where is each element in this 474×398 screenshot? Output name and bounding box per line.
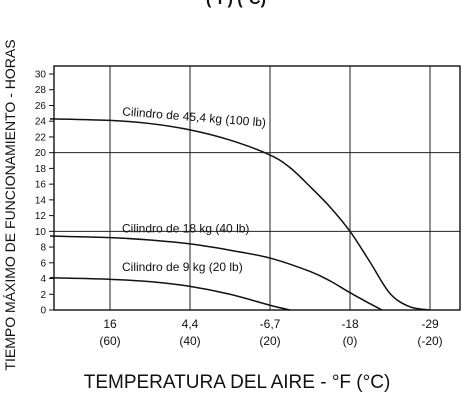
- y-tick-label: 4: [40, 274, 46, 285]
- y-tick-label: 14: [35, 195, 47, 206]
- series-curve: [49, 235, 383, 311]
- x-tick-label-fahrenheit: (20): [259, 334, 280, 348]
- x-tick-label-fahrenheit: (-20): [417, 334, 442, 348]
- x-tick-label-celsius: -6,7: [260, 317, 281, 331]
- chart-series: [49, 118, 431, 311]
- x-tick-label-celsius: -18: [341, 317, 359, 331]
- x-tick-label-fahrenheit: (0): [343, 334, 358, 348]
- x-tick-label-fahrenheit: (60): [99, 334, 120, 348]
- chart-title-fragment: (°F) (°C): [206, 0, 266, 8]
- y-tick-label: 22: [35, 132, 47, 143]
- y-tick-label: 16: [35, 180, 47, 191]
- chart-grid: [54, 66, 460, 310]
- x-tick-label-celsius: 4,4: [182, 317, 199, 331]
- y-tick-label: 8: [40, 243, 46, 254]
- y-tick-label: 18: [35, 164, 47, 175]
- y-tick-label: 12: [35, 211, 47, 222]
- x-tick-label-fahrenheit: (40): [179, 334, 200, 348]
- y-tick-label: 6: [40, 258, 46, 269]
- y-tick-label: 20: [35, 148, 47, 159]
- series-label: Cilindro de 18 kg (40 lb): [122, 221, 249, 235]
- x-tick-label-celsius: 16: [103, 317, 117, 331]
- x-axis-label: TEMPERATURA DEL AIRE - °F (°C): [84, 372, 391, 393]
- x-tick-label-celsius: -29: [421, 317, 439, 331]
- series-label: Cilindro de 9 kg (20 lb): [122, 260, 243, 274]
- y-tick-label: 26: [35, 101, 47, 112]
- y-tick-label: 24: [35, 117, 47, 128]
- y-tick-label: 30: [35, 70, 47, 81]
- x-axis-ticks: 16 (60) 4,4 (40) -6,7 (20) -18 (0) -29 (-20): [99, 317, 442, 348]
- series-curve: [49, 118, 431, 311]
- y-axis-label: TIEMPO MÁXIMO DE FUNCIONAMIENTO - HORAS: [2, 39, 18, 370]
- plot-frame: [53, 65, 461, 311]
- y-tick-label: 0: [40, 306, 46, 317]
- y-tick-label: 28: [35, 85, 47, 96]
- y-tick-label: 2: [40, 290, 46, 301]
- series-curve: [49, 277, 291, 311]
- y-tick-label: 10: [35, 227, 47, 238]
